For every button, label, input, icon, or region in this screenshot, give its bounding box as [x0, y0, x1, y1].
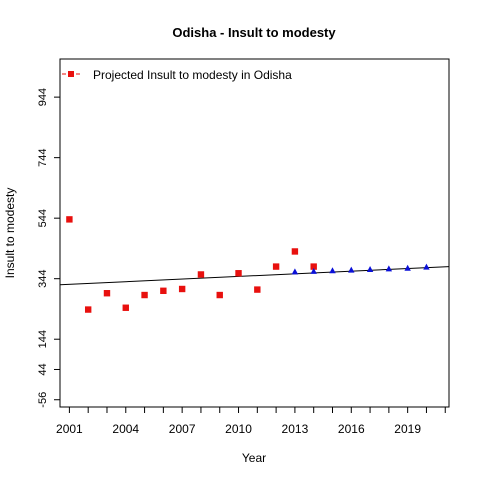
- x-tick-label: 2004: [112, 422, 139, 436]
- data-point: [310, 263, 317, 270]
- projected-point: [348, 266, 355, 273]
- data-point: [178, 285, 186, 293]
- x-tick-label: 2010: [225, 422, 252, 436]
- data-point: [160, 287, 167, 294]
- trend-line: [59, 266, 450, 286]
- x-tick-label: 2016: [338, 422, 365, 436]
- y-tick-label: 44: [37, 363, 49, 375]
- data-point: [122, 304, 129, 311]
- projected-point: [291, 268, 299, 275]
- data-point: [254, 286, 261, 293]
- x-tick-label: 2001: [56, 422, 83, 436]
- plot-area: [59, 216, 450, 313]
- data-point: [103, 290, 111, 297]
- x-tick-label: 2019: [394, 422, 421, 436]
- legend: Projected Insult to modesty in Odisha: [62, 68, 292, 82]
- x-axis-label: Year: [242, 451, 266, 465]
- y-tick-label: 744: [37, 148, 49, 166]
- projected-point: [423, 263, 430, 270]
- legend-marker: [68, 71, 74, 77]
- projected-point: [385, 265, 393, 272]
- data-point: [291, 248, 299, 255]
- y-tick-label: 344: [37, 270, 49, 288]
- x-tick-label: 2013: [282, 422, 309, 436]
- projected-point: [366, 266, 374, 273]
- projected-point: [404, 264, 411, 271]
- data-point: [272, 263, 280, 270]
- x-tick-label: 2007: [169, 422, 196, 436]
- projected-point: [329, 267, 336, 274]
- y-tick-label: 944: [37, 88, 49, 106]
- plot-frame: [59, 58, 450, 408]
- projected-point: [310, 267, 317, 274]
- chart-title: Odisha - Insult to modesty: [172, 25, 336, 40]
- y-tick-label: 544: [37, 209, 49, 227]
- x-axis: 2001 2004 2007 2010 2013 2016 2019: [56, 407, 446, 436]
- y-axis-label: Insult to modesty: [3, 188, 17, 279]
- data-point: [235, 270, 242, 277]
- data-point: [66, 216, 73, 223]
- legend-label: Projected Insult to modesty in Odisha: [93, 68, 292, 82]
- y-axis: -56 44 144 344 544 744 944: [37, 88, 60, 408]
- y-tick-label: -56: [37, 392, 49, 408]
- data-point: [216, 291, 223, 299]
- data-point: [197, 271, 205, 278]
- y-tick-label: 144: [37, 330, 49, 348]
- data-point: [84, 306, 92, 313]
- data-point: [141, 291, 148, 299]
